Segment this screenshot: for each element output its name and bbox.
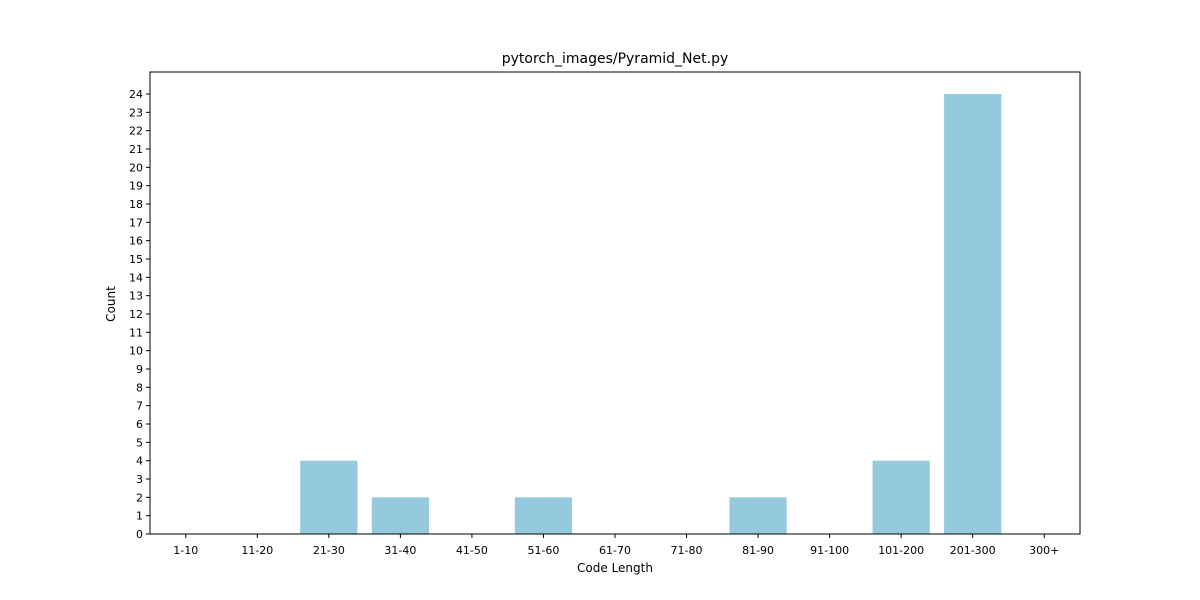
bar-201-300 (944, 94, 1002, 534)
x-tick-label: 91-100 (810, 544, 849, 557)
x-tick-label: 11-20 (241, 544, 273, 557)
x-tick-label: 41-50 (456, 544, 488, 557)
y-tick-label: 11 (129, 326, 143, 339)
bar-101-200 (872, 460, 930, 534)
x-tick-label: 81-90 (742, 544, 774, 557)
y-axis-label: Count (104, 286, 118, 322)
bar-21-30 (300, 460, 358, 534)
y-tick-label: 10 (129, 345, 143, 358)
x-axis: 1-10 11-20 21-30 31-40 41-50 51-60 61-70 71-80 8… (173, 534, 1059, 557)
y-tick-label: 22 (129, 125, 143, 138)
bars-group (300, 94, 1002, 534)
y-tick-label: 9 (136, 363, 143, 376)
y-tick-label: 4 (136, 455, 143, 468)
y-tick-label: 5 (136, 436, 143, 449)
y-tick-label: 12 (129, 308, 143, 321)
y-tick-label: 0 (136, 528, 143, 541)
x-tick-label: 1-10 (173, 544, 198, 557)
y-tick-label: 20 (129, 161, 143, 174)
y-tick-label: 24 (129, 88, 143, 101)
y-tick-label: 2 (136, 491, 143, 504)
y-tick-label: 16 (129, 235, 143, 248)
chart-title: pytorch_images/Pyramid_Net.py (502, 51, 729, 67)
x-tick-label: 201-300 (950, 544, 996, 557)
x-tick-label: 51-60 (527, 544, 559, 557)
y-tick-label: 13 (129, 290, 143, 303)
x-tick-label: 71-80 (671, 544, 703, 557)
y-tick-label: 17 (129, 216, 143, 229)
y-tick-label: 7 (136, 400, 143, 413)
y-tick-label: 8 (136, 381, 143, 394)
x-tick-label: 61-70 (599, 544, 631, 557)
y-tick-label: 14 (129, 271, 143, 284)
y-tick-label: 15 (129, 253, 143, 266)
y-tick-label: 21 (129, 143, 143, 156)
x-tick-label: 300+ (1029, 544, 1059, 557)
y-tick-label: 23 (129, 106, 143, 119)
y-tick-label: 19 (129, 180, 143, 193)
x-tick-label: 21-30 (313, 544, 345, 557)
y-tick-label: 3 (136, 473, 143, 486)
bar-81-90 (729, 497, 787, 534)
x-tick-label: 101-200 (878, 544, 924, 557)
y-tick-label: 6 (136, 418, 143, 431)
y-tick-label: 18 (129, 198, 143, 211)
bar-31-40 (371, 497, 429, 534)
x-axis-label: Code Length (577, 561, 653, 575)
bar-51-60 (514, 497, 573, 534)
x-tick-label: 31-40 (384, 544, 416, 557)
plot-frame (149, 71, 1081, 535)
y-tick-label: 1 (136, 510, 143, 523)
